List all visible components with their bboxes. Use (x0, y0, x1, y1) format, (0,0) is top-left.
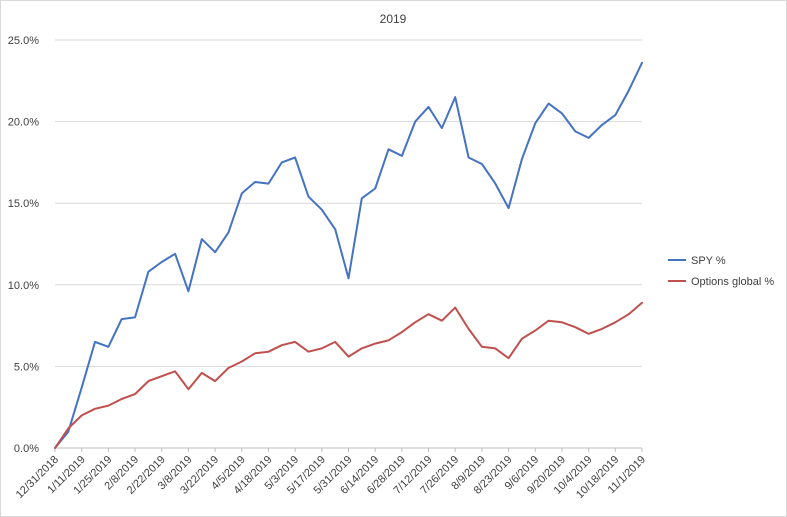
gridlines (55, 39, 642, 449)
series-line-options-global (54, 301, 643, 449)
y-tick-label: 0.0% (14, 443, 39, 455)
y-tick-label: 5.0% (14, 361, 39, 373)
legend-label: SPY % (691, 255, 726, 267)
y-tick-label: 20.0% (8, 117, 39, 129)
series-line-spy (54, 61, 643, 449)
y-axis: 0.0% 5.0% 10.0% 15.0% 20.0% 25.0% (8, 35, 39, 455)
legend-label: Options global % (691, 276, 774, 288)
series-lines (54, 61, 643, 449)
x-axis: 12/31/20181/11/20191/25/20192/8/20192/22… (14, 448, 648, 501)
y-tick-label: 10.0% (8, 280, 39, 292)
legend: SPY % Options global % (668, 255, 774, 288)
chart-title: 2019 (380, 12, 407, 26)
y-tick-label: 15.0% (8, 198, 39, 210)
y-tick-label: 25.0% (8, 35, 39, 47)
